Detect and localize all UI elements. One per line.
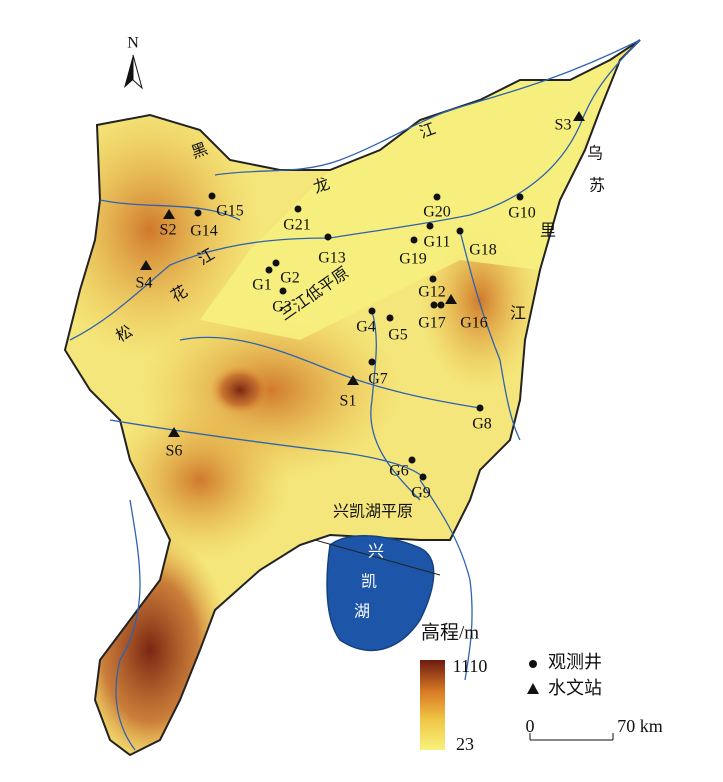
well-point xyxy=(437,301,445,309)
station-label: S4 xyxy=(136,275,153,292)
well-point xyxy=(279,287,287,295)
well-label: G6 xyxy=(389,463,409,480)
well-point xyxy=(419,473,427,481)
legend-min: 23 xyxy=(456,734,474,754)
station-point xyxy=(347,375,359,385)
place-label: 江 xyxy=(510,305,526,323)
station-point xyxy=(573,111,585,121)
well-point xyxy=(368,307,376,315)
well-point xyxy=(368,358,376,366)
legend-title: 高程/m xyxy=(421,621,479,643)
station-label: S6 xyxy=(166,443,183,460)
well-point xyxy=(208,192,216,200)
well-point xyxy=(426,222,434,230)
place-label: 苏 xyxy=(589,177,605,195)
well-label: G1 xyxy=(252,277,272,294)
place-label: 乌 xyxy=(587,145,603,163)
well-point xyxy=(516,193,524,201)
lake-border xyxy=(314,539,441,576)
well-label: G3 xyxy=(272,299,292,316)
legend-max: 1110 xyxy=(453,656,488,676)
place-label: 兴 xyxy=(368,543,384,561)
well-point xyxy=(324,233,332,241)
station-point xyxy=(163,209,175,219)
north-label: N xyxy=(127,35,139,52)
well-point xyxy=(430,301,438,309)
well-label: G12 xyxy=(418,284,446,301)
well-label: G14 xyxy=(190,223,218,240)
well-label: G13 xyxy=(318,250,346,267)
place-label: 里 xyxy=(540,222,556,240)
scale-label: 70 km xyxy=(617,716,663,736)
station-symbol xyxy=(445,294,457,304)
well-label: G21 xyxy=(283,217,311,234)
place-label: 湖 xyxy=(354,603,370,621)
basin-outline xyxy=(63,39,641,757)
well-point xyxy=(456,227,464,235)
well-label: G17 xyxy=(418,315,446,332)
well-label: G7 xyxy=(368,371,388,388)
well-label: G20 xyxy=(423,204,451,221)
well-label: G19 xyxy=(399,251,427,268)
well-point xyxy=(386,314,394,322)
well-label: G16 xyxy=(460,315,488,332)
well-point xyxy=(410,236,418,244)
station-point xyxy=(140,260,152,270)
place-label: 龙 xyxy=(311,175,332,197)
place-label: 江 xyxy=(195,245,218,269)
well-label: G10 xyxy=(508,205,536,222)
well-point xyxy=(433,193,441,201)
well-label: G9 xyxy=(411,485,431,502)
station-label: S3 xyxy=(555,117,572,134)
well-label: G15 xyxy=(216,203,244,220)
legend-station: 水文站 xyxy=(548,678,602,698)
station-label: S1 xyxy=(340,393,357,410)
station-label: S2 xyxy=(160,222,177,239)
place-label: 黑 xyxy=(189,140,210,161)
north-arrow: N xyxy=(124,35,143,90)
rivers xyxy=(69,39,641,751)
place-label: 兴凯湖平原 xyxy=(333,503,413,521)
place-label: 凯 xyxy=(361,573,377,591)
well-point xyxy=(408,456,416,464)
well-point xyxy=(272,259,280,267)
well-label: G5 xyxy=(388,327,408,344)
well-point xyxy=(294,205,302,213)
well-label: G2 xyxy=(280,270,300,287)
elevation-ramp xyxy=(420,660,445,750)
well-point xyxy=(476,404,484,412)
place-label: 松 xyxy=(113,322,136,346)
legend-well-symbol xyxy=(529,660,537,668)
scale-bar xyxy=(529,733,614,741)
well-label: G4 xyxy=(356,319,376,336)
well-label: G18 xyxy=(469,242,497,259)
well-point xyxy=(429,275,437,283)
place-label: 江 xyxy=(417,120,438,142)
scale-label: 0 xyxy=(526,716,535,736)
well-label: G8 xyxy=(472,416,492,433)
place-label: 花 xyxy=(168,282,191,306)
lake xyxy=(326,535,435,652)
station-point xyxy=(168,427,180,437)
well-point xyxy=(194,209,202,217)
well-label: G11 xyxy=(424,234,451,251)
legend-well: 观测井 xyxy=(548,652,602,672)
legend-station-symbol xyxy=(527,683,539,694)
well-point xyxy=(265,266,273,274)
